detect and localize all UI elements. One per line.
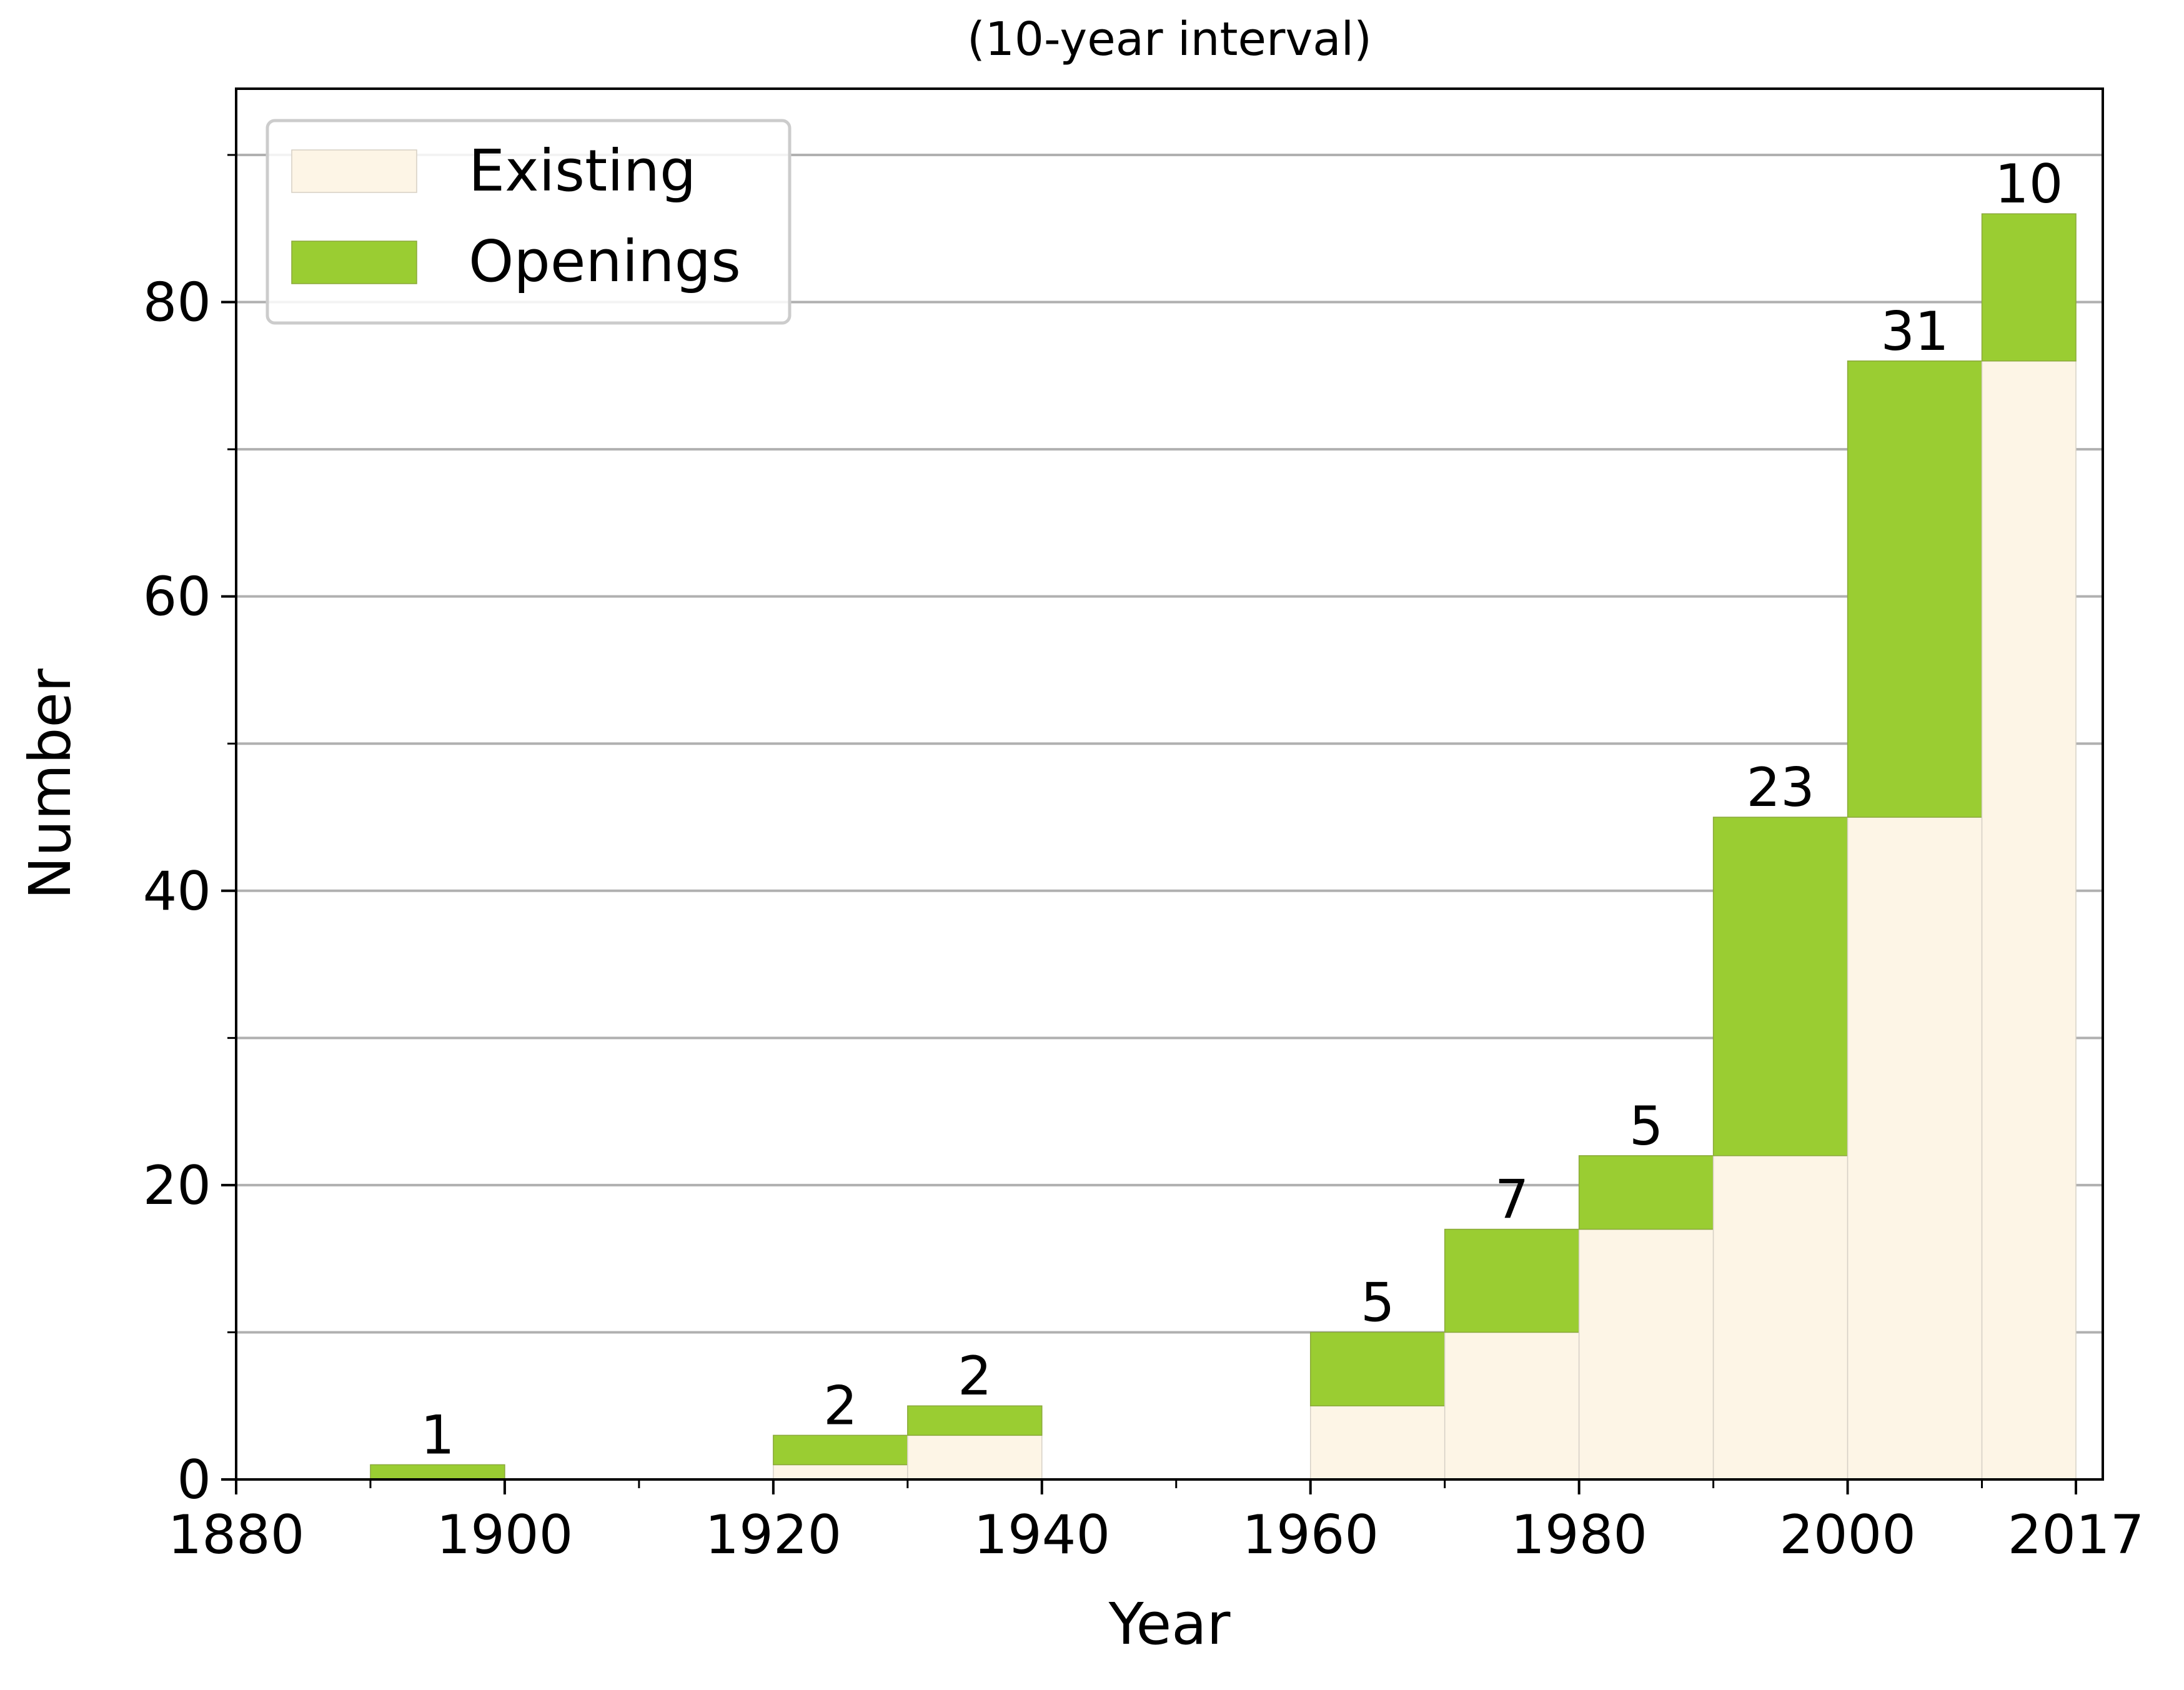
bar-existing-2000 bbox=[1847, 817, 1983, 1480]
bar-openings-1930 bbox=[907, 1405, 1043, 1436]
axis-ticks: 1880 1900 1920 1940 1960 1980 2000 2017 0 20 40 60 8… bbox=[143, 154, 2145, 1566]
data-labels: 1 2 2 5 7 5 23 31 10 bbox=[420, 153, 2063, 1466]
data-label-1980: 5 bbox=[1629, 1095, 1664, 1158]
data-label-2000: 31 bbox=[1880, 301, 1948, 363]
x-tick-label-1960: 1960 bbox=[1242, 1504, 1379, 1566]
data-label-1920: 2 bbox=[823, 1374, 858, 1437]
bar-openings-2010 bbox=[1981, 213, 2077, 362]
y-tick-label-0: 0 bbox=[177, 1449, 211, 1511]
x-tick-label-1980: 1980 bbox=[1511, 1504, 1647, 1566]
x-tick-label-2000: 2000 bbox=[1779, 1504, 1916, 1566]
bar-existing-1980 bbox=[1578, 1228, 1714, 1480]
y-axis-title: Number bbox=[17, 669, 84, 900]
x-tick-label-1880: 1880 bbox=[168, 1504, 305, 1566]
bar-openings-1960 bbox=[1309, 1331, 1446, 1406]
x-tick-label-1940: 1940 bbox=[973, 1504, 1110, 1566]
plot-frame bbox=[235, 87, 2104, 1481]
bar-existing-1990 bbox=[1712, 1155, 1849, 1480]
bar-openings-1920 bbox=[773, 1434, 908, 1466]
bar-openings-1980 bbox=[1578, 1155, 1714, 1230]
bar-existing-1970 bbox=[1444, 1331, 1580, 1480]
data-label-1960: 5 bbox=[1361, 1271, 1395, 1334]
x-axis-title: Year bbox=[1108, 1591, 1231, 1658]
y-tick-label-60: 60 bbox=[143, 566, 211, 629]
bar-openings-1890 bbox=[370, 1464, 505, 1480]
y-tick-label-20: 20 bbox=[143, 1155, 211, 1217]
bar-openings-2000 bbox=[1847, 360, 1983, 818]
bar-openings-1990 bbox=[1712, 817, 1849, 1156]
y-tick-label-40: 40 bbox=[143, 860, 211, 923]
bar-existing-1960 bbox=[1309, 1405, 1446, 1480]
x-tick-label-1920: 1920 bbox=[705, 1504, 841, 1566]
data-label-1990: 23 bbox=[1746, 757, 1814, 819]
data-label-2010: 10 bbox=[1995, 153, 2063, 216]
data-label-1890: 1 bbox=[420, 1404, 455, 1466]
y-tick-label-80: 80 bbox=[143, 272, 211, 334]
data-label-1970: 7 bbox=[1495, 1169, 1529, 1231]
data-label-1930: 2 bbox=[958, 1345, 992, 1408]
legend-swatch-openings bbox=[291, 241, 417, 284]
bar-existing-2010 bbox=[1981, 360, 2077, 1480]
x-tick-label-1900: 1900 bbox=[436, 1504, 573, 1566]
chart-title: (10-year interval) bbox=[967, 12, 1372, 66]
bar-openings-1970 bbox=[1444, 1228, 1580, 1333]
legend-label-openings: Openings bbox=[469, 228, 741, 295]
x-tick-label-2017: 2017 bbox=[2008, 1504, 2145, 1566]
bars bbox=[370, 213, 2077, 1480]
legend-swatch-existing bbox=[291, 149, 417, 193]
legend-label-existing: Existing bbox=[469, 137, 696, 204]
legend: Existing Openings bbox=[266, 119, 792, 325]
bar-existing-1920 bbox=[773, 1464, 908, 1480]
bar-existing-1930 bbox=[907, 1434, 1043, 1480]
